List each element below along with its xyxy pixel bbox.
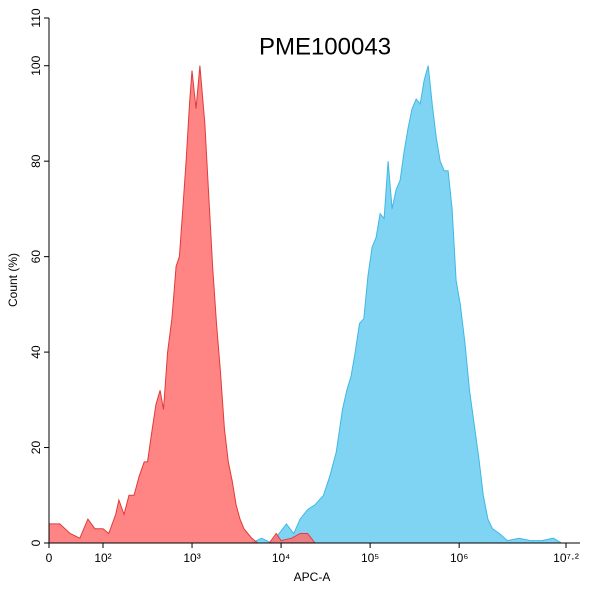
x-tick-label: 10⁴ xyxy=(272,551,291,565)
x-tick-label: 0 xyxy=(46,551,53,565)
y-tick-label: 110 xyxy=(29,8,43,27)
area xyxy=(49,65,315,543)
x-tick-label: 10³ xyxy=(183,551,200,565)
y-tick-label: 0 xyxy=(29,539,43,546)
y-tick-label: 80 xyxy=(29,154,43,168)
x-tick-label: 10⁵ xyxy=(361,551,379,565)
y-tick-label: 40 xyxy=(29,345,43,359)
area-outline xyxy=(251,65,562,544)
x-tick-label: 10⁷·² xyxy=(553,551,579,565)
y-tick-label: 100 xyxy=(29,55,43,75)
x-axis-label: APC-A xyxy=(294,570,331,584)
y-axis-label: Count (%) xyxy=(6,253,20,307)
chart-title: PME100043 xyxy=(259,33,391,60)
x-tick-label: 10² xyxy=(94,551,111,565)
y-tick-label: 20 xyxy=(29,441,43,455)
x-tick-label: 10⁶ xyxy=(450,551,468,565)
area xyxy=(251,65,562,543)
area-outline xyxy=(49,65,316,544)
y-tick-label: 60 xyxy=(29,250,43,264)
